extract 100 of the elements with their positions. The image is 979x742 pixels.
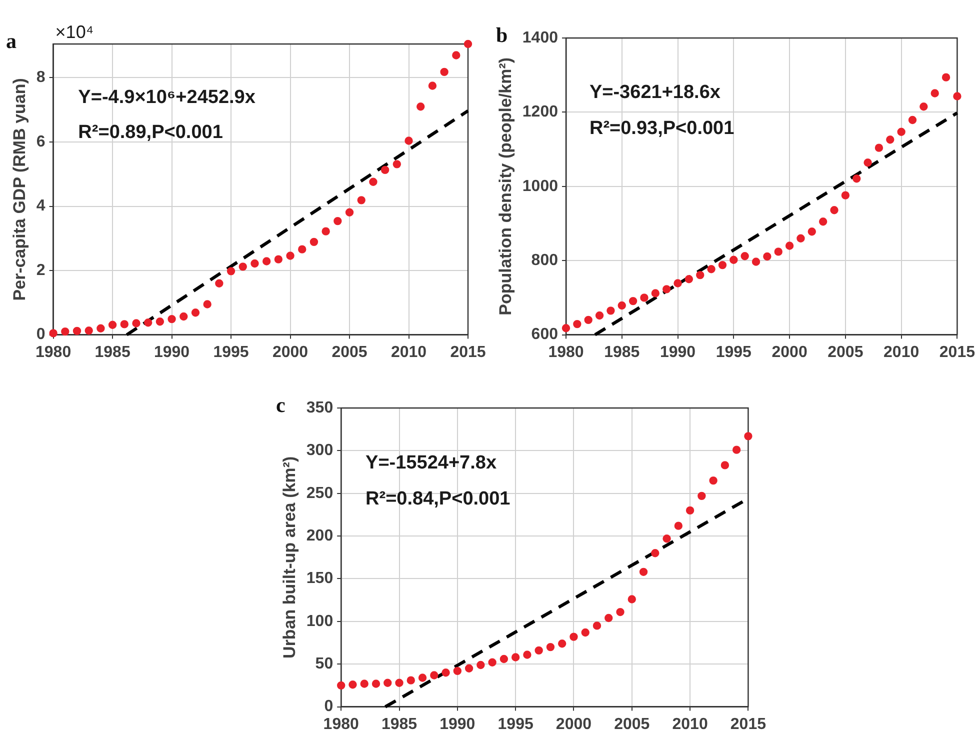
chart-title: b [496,22,508,47]
point [558,640,566,648]
point [718,260,727,270]
y-tick-label: 4 [36,198,46,215]
point [430,671,438,680]
point [570,632,578,641]
x-tick-label: 1995 [498,716,534,733]
point [684,275,694,284]
point [651,289,660,298]
point [584,316,592,324]
y-tick-label: 300 [306,442,334,460]
point [380,166,390,174]
point [740,252,749,260]
point [286,252,294,260]
point [707,265,716,274]
x-tick-label: 2015 [939,344,976,361]
annotation: R²=0.93,P<0.001 [589,118,735,139]
point [732,446,741,454]
point [360,680,368,688]
point [180,312,188,321]
point [606,306,615,315]
point [345,208,354,216]
point [908,116,917,124]
point [215,279,224,288]
point [84,326,93,335]
point [763,252,772,261]
point [628,595,636,604]
point [774,248,782,256]
y-axis-title: Per-capita GDP (RMB yuan) [10,78,29,301]
point [226,267,236,276]
point [500,654,508,664]
x-tick-label: 2010 [672,716,708,733]
point [274,255,283,264]
point [156,318,164,326]
point [662,534,671,543]
point [168,314,176,324]
point [298,245,306,254]
point [581,628,590,637]
y-tick-label: 50 [315,656,334,673]
point [592,622,602,630]
point [639,568,648,576]
point [49,329,58,338]
point [698,492,706,500]
x-tick-label: 1995 [716,344,752,361]
y-tick-label: 8 [36,69,46,86]
x-tick-label: 2005 [828,344,864,361]
point [818,218,828,226]
point [562,324,570,332]
y-tick-label: 350 [306,399,334,416]
x-tick-label: 1980 [323,716,359,733]
x-tick-label: 2000 [556,716,592,733]
point [897,128,906,136]
x-tick-label: 2005 [332,344,368,361]
point [546,642,555,652]
point [96,324,105,332]
point [595,311,604,320]
annotation: Y=-15524+7.8x [366,452,497,474]
y-tick-label: 0 [324,698,334,716]
point [886,136,894,144]
point [651,549,660,558]
point [72,326,82,336]
point [322,227,330,236]
y-tick-label: 6 [36,133,46,150]
x-tick-label: 1990 [660,344,696,361]
point [262,257,271,266]
x-tick-label: 1980 [548,344,584,361]
point [384,678,392,687]
point [453,666,462,676]
y-tick-label: 1400 [522,29,558,46]
y-tick-label: 150 [306,570,334,588]
x-tick-label: 2000 [272,344,308,361]
point [144,318,152,327]
point [488,658,496,667]
point [709,476,718,485]
point [464,664,474,672]
point [874,144,884,152]
y-tick-label: 0 [36,326,46,344]
point [357,196,366,204]
x-tick-label: 1980 [36,344,72,361]
y-tick-label: 250 [306,484,334,502]
point [604,614,613,622]
point [852,174,861,183]
point [238,262,247,271]
point [696,270,704,280]
x-tick-label: 1985 [381,716,418,733]
point [348,680,357,689]
x-tick-label: 2000 [772,344,808,361]
point [830,206,838,214]
point [132,319,140,328]
point [120,320,128,328]
point [191,308,200,317]
point [61,327,70,336]
point [203,300,212,308]
point [442,668,450,677]
y-tick-label: 600 [531,326,558,344]
text: ×10⁴ [55,22,94,42]
point [920,102,928,111]
point [404,136,413,145]
point [476,660,485,670]
point [686,506,694,515]
